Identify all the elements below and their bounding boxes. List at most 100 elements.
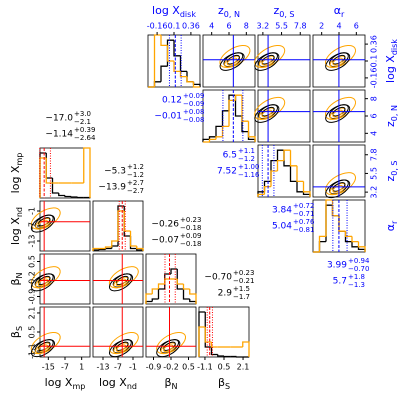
annotation-minus: −0.18 bbox=[180, 240, 201, 248]
annotation-value: 6.5 bbox=[223, 151, 237, 161]
panel-frame bbox=[198, 306, 250, 358]
x-tick-label: 1 bbox=[79, 363, 84, 372]
hist-step bbox=[217, 354, 224, 357]
hist-step bbox=[58, 193, 65, 197]
label-main: log X bbox=[152, 4, 180, 17]
annotation-minus: −0.08 bbox=[183, 116, 204, 124]
hist-step bbox=[39, 157, 47, 198]
y-tick-label: 2.1 bbox=[28, 307, 37, 320]
label-main: z bbox=[273, 4, 279, 17]
hist-step bbox=[160, 65, 168, 82]
y-tick-label: 0.1 bbox=[370, 55, 379, 68]
annotation-value: −0.70 bbox=[204, 273, 232, 283]
panel-frame bbox=[257, 34, 311, 88]
hist-step bbox=[331, 205, 339, 217]
hist-step bbox=[302, 191, 311, 197]
axis-label: βN bbox=[164, 376, 177, 391]
hist-step bbox=[170, 268, 178, 274]
contour bbox=[325, 104, 351, 123]
panel-frame bbox=[92, 200, 144, 252]
annotation-plus: +0.76 bbox=[293, 218, 315, 226]
hist-step bbox=[276, 159, 284, 171]
x-tick-label: -0.9 bbox=[146, 363, 162, 372]
label-main: β bbox=[9, 278, 22, 285]
hist-step bbox=[283, 150, 291, 167]
hist-step bbox=[357, 246, 366, 252]
hist-step bbox=[83, 196, 91, 199]
y-tick-label: 3.2 bbox=[370, 186, 379, 199]
y-tick-label: 6 bbox=[370, 113, 379, 118]
hist-step bbox=[157, 288, 165, 299]
annotation-plus: +0.72 bbox=[293, 202, 314, 210]
label-main: α bbox=[384, 224, 397, 231]
label-main: log X bbox=[9, 217, 22, 245]
x-tick-label: -15 bbox=[42, 363, 55, 372]
label-main: z bbox=[384, 176, 397, 182]
x-tick-label: 4 bbox=[209, 22, 214, 31]
hist-step bbox=[283, 149, 291, 161]
hist-step bbox=[176, 269, 184, 290]
hist-step bbox=[357, 241, 366, 252]
label-sub: 0, N bbox=[390, 105, 399, 121]
x-tick-label: 0.5 bbox=[218, 363, 231, 372]
x-tick-label: 4 bbox=[336, 22, 341, 31]
hist-step bbox=[351, 241, 359, 248]
hist-step bbox=[247, 121, 256, 142]
hist-step bbox=[179, 71, 187, 78]
hist-step bbox=[64, 195, 72, 198]
hist-step bbox=[45, 153, 53, 179]
annotation-value: 7.52 bbox=[217, 167, 237, 177]
hist-step bbox=[234, 94, 242, 101]
hist-step bbox=[104, 246, 112, 249]
hist-step bbox=[325, 199, 333, 237]
hist-step bbox=[289, 165, 297, 183]
hist-step bbox=[153, 34, 161, 87]
x-tick-label: 3.2 bbox=[257, 22, 270, 31]
annotation-minus: −1.3 bbox=[348, 281, 365, 289]
axis-label: log Xnd bbox=[9, 207, 24, 245]
hist-step bbox=[166, 45, 174, 62]
annotation-value: −0.01 bbox=[154, 112, 182, 122]
axis-label: z0, S bbox=[273, 4, 294, 19]
axis-label: βN bbox=[9, 272, 24, 285]
hist-step bbox=[166, 39, 174, 67]
x-tick-label: -1.1 bbox=[197, 363, 213, 372]
label-sub: disk bbox=[180, 10, 196, 19]
annotation-plus: +0.08 bbox=[183, 108, 204, 116]
y-tick-label: 5.5 bbox=[370, 167, 379, 180]
axis-label: log Xdisk bbox=[152, 4, 196, 19]
hist-step bbox=[338, 215, 346, 232]
hist-step bbox=[318, 235, 326, 252]
annotation-plus: +2.7 bbox=[127, 179, 144, 187]
annotation-value: −5.3 bbox=[104, 167, 126, 177]
x-tick-label: 6 bbox=[354, 22, 359, 31]
axis-label: βS bbox=[9, 326, 24, 338]
x-tick-label: 6 bbox=[226, 22, 231, 31]
y-tick-label: -1 bbox=[28, 207, 37, 215]
hist-step bbox=[39, 152, 47, 198]
annotation-minus: −0.21 bbox=[233, 277, 254, 285]
hist-step bbox=[186, 71, 194, 83]
annotation-minus: −1.2 bbox=[238, 155, 255, 163]
hist-step bbox=[192, 81, 201, 87]
annotation-value: 3.84 bbox=[272, 206, 292, 216]
annotation-plus: +0.09 bbox=[183, 92, 204, 100]
annotation-value: 2.9 bbox=[218, 289, 233, 299]
hist-step bbox=[241, 95, 249, 122]
contour bbox=[325, 52, 351, 71]
hist-step bbox=[234, 95, 242, 117]
hist-step bbox=[210, 342, 218, 348]
label-main: log X bbox=[45, 376, 73, 389]
hist-step bbox=[123, 211, 131, 232]
panel-frame bbox=[39, 147, 91, 199]
x-tick-label: 7.8 bbox=[294, 22, 307, 31]
label-main: α bbox=[334, 4, 341, 17]
annotation-value: −0.26 bbox=[151, 220, 179, 230]
hist-step bbox=[198, 311, 206, 357]
annotation-minus: −1.16 bbox=[238, 171, 260, 179]
annotation-minus: −1.7 bbox=[233, 293, 250, 301]
label-sub: mp bbox=[72, 382, 85, 391]
hist-step bbox=[151, 298, 159, 302]
label-main: log X bbox=[9, 165, 22, 193]
